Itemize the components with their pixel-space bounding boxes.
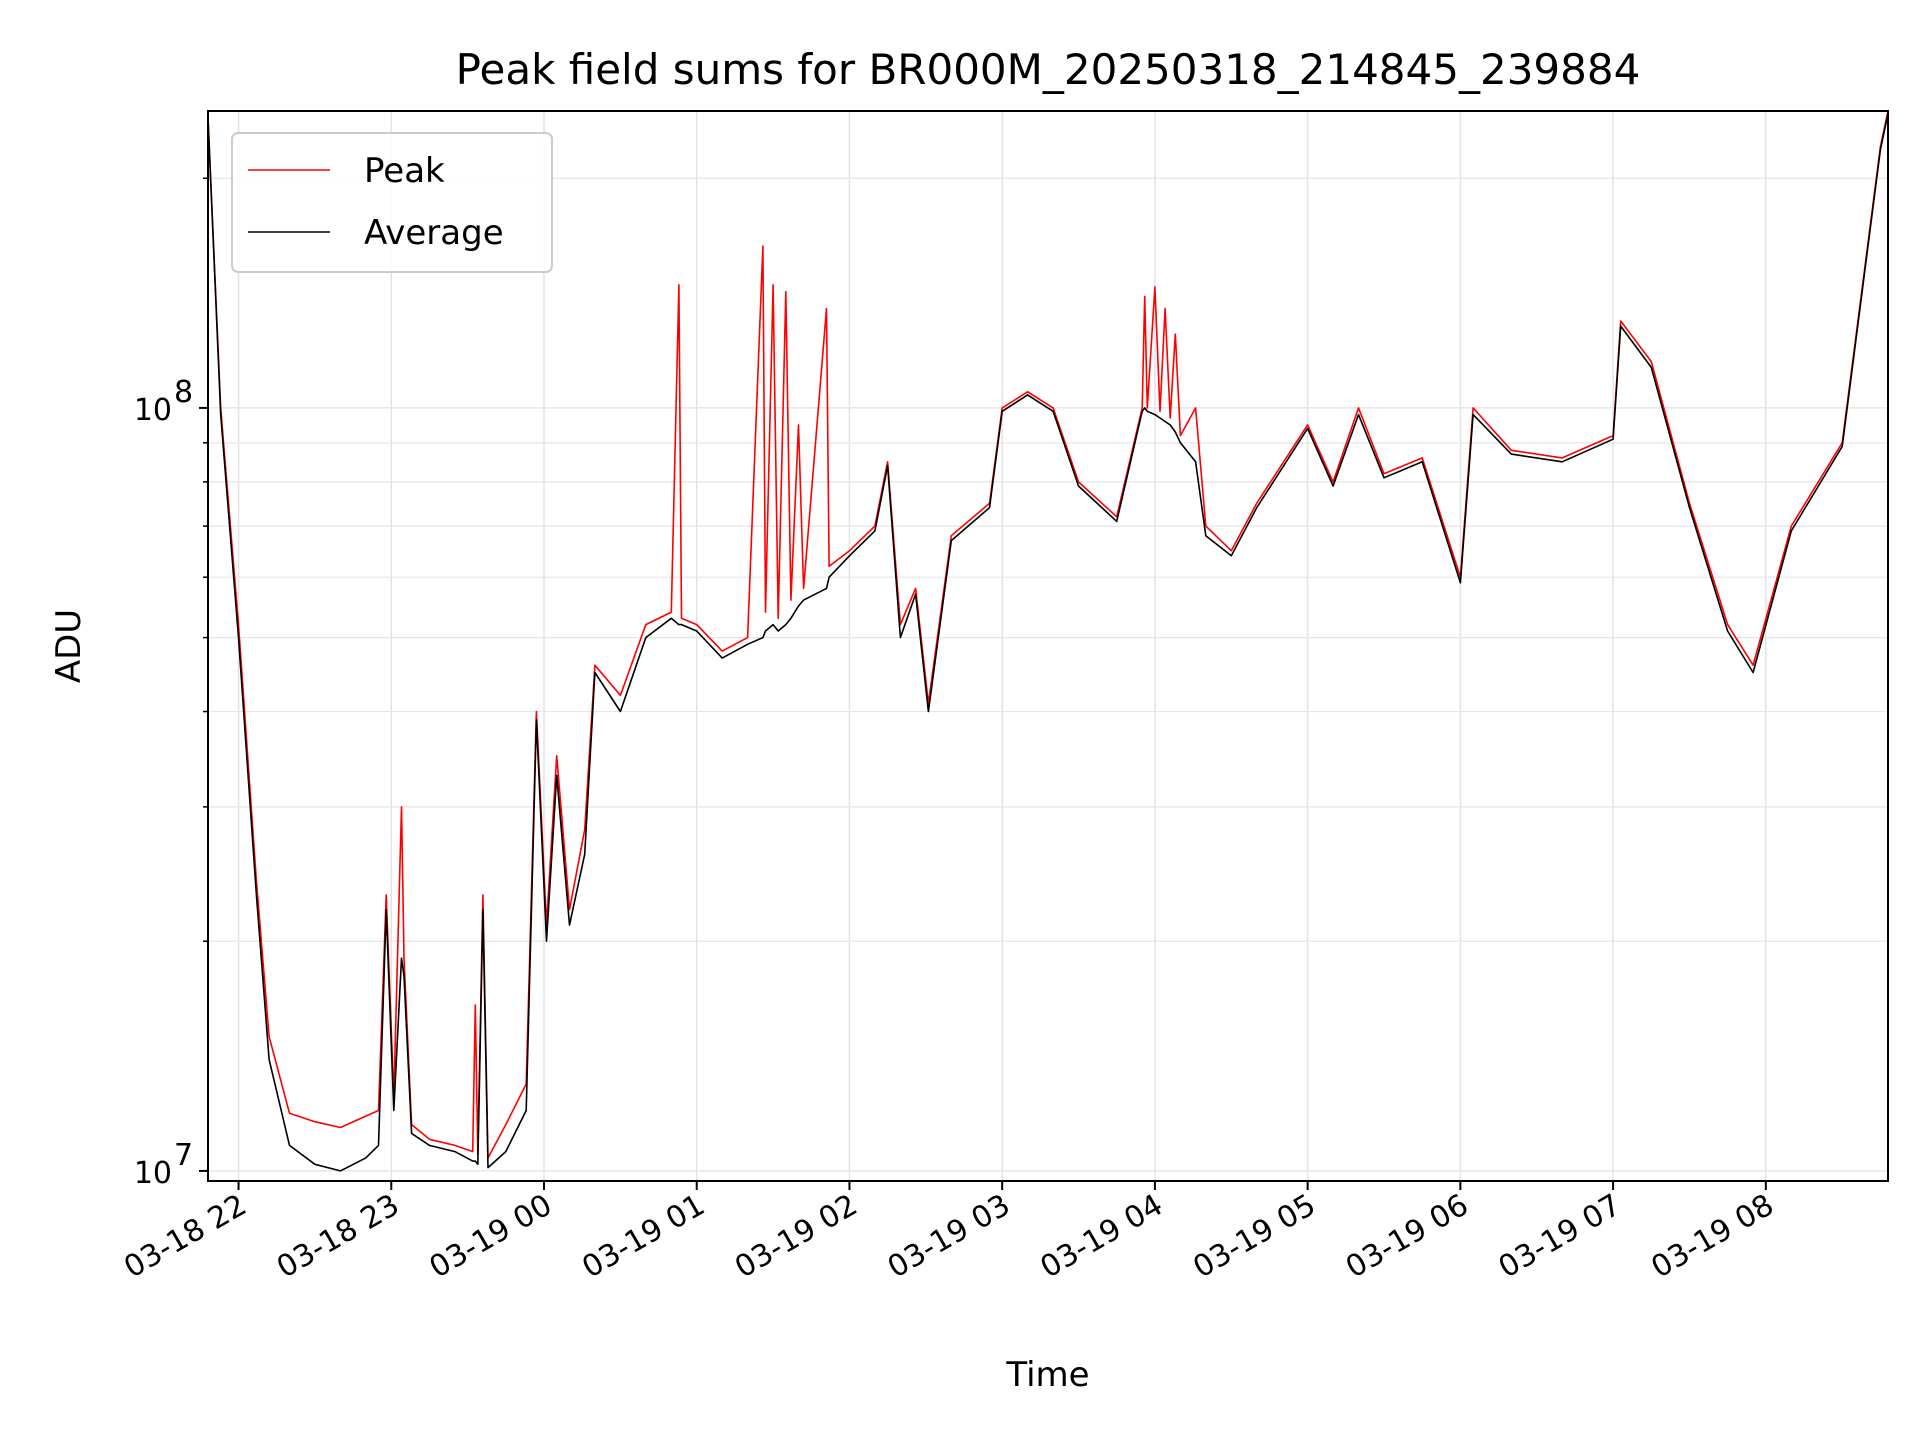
series-line-average <box>207 113 1889 1172</box>
plot-frame <box>207 110 1889 1182</box>
series-line-peak <box>207 110 1889 1159</box>
legend-box <box>231 132 553 273</box>
y-tick-label: 10 <box>134 393 172 428</box>
legend-peak-label: Peak <box>364 151 445 191</box>
chart-title: Peak field sums for BR000M_20250318_2148… <box>456 45 1641 94</box>
legend-average-label: Average <box>364 213 504 253</box>
y-tick-label: 10 <box>134 1156 172 1191</box>
y-tick-exponent: 7 <box>174 1138 193 1173</box>
legend: Peak Average <box>231 132 553 273</box>
grid <box>208 111 1888 1181</box>
series-layer <box>207 110 1889 1172</box>
y-axis-label: ADU <box>49 609 89 683</box>
y-tick-exponent: 8 <box>174 375 193 410</box>
x-axis-label: Time <box>1005 1355 1089 1395</box>
